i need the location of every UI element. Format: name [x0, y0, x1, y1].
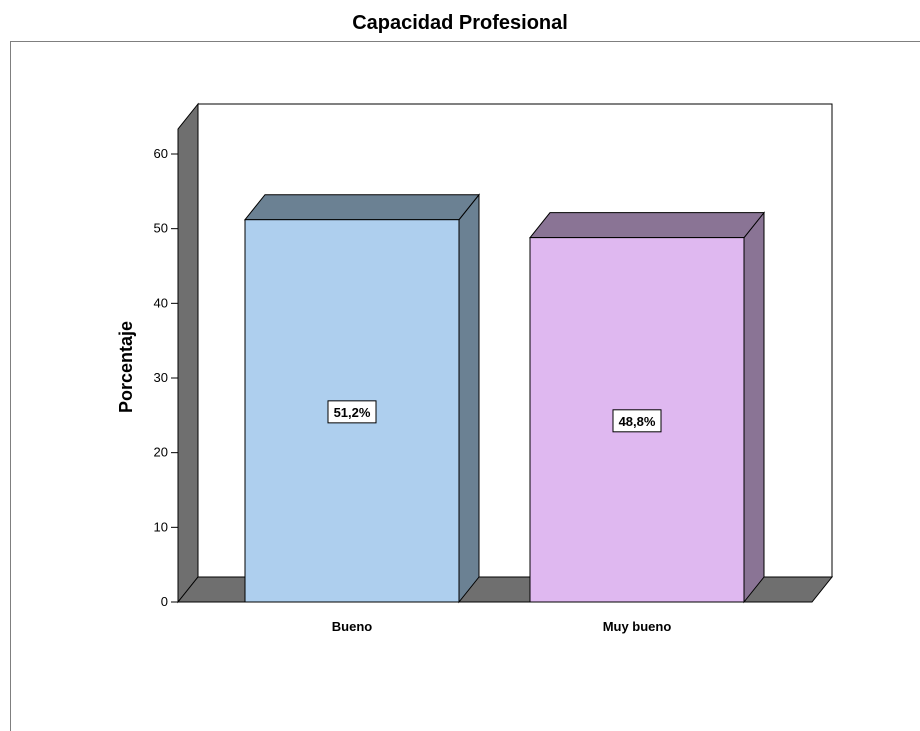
y-axis-ticks: 0 10 20 30 40 50 60 [154, 146, 178, 609]
y-tick-label: 40 [154, 295, 168, 310]
bar-top [243, 194, 481, 221]
y-tick-label: 20 [154, 445, 168, 460]
x-tick-label: Bueno [332, 619, 373, 634]
plot-left-wall [177, 102, 199, 604]
bar-top [528, 212, 766, 239]
x-axis-labels: Bueno Muy bueno [332, 619, 672, 634]
bar: 51,2% [243, 193, 481, 604]
data-label: 48,8% [619, 414, 656, 429]
frame-border-left [10, 41, 11, 731]
data-label-box [327, 400, 377, 424]
x-tick-label: Muy bueno [603, 619, 672, 634]
bar: 48,8% [528, 211, 766, 604]
chart-title: Capacidad Profesional [352, 12, 568, 34]
y-tick-label: 60 [154, 146, 168, 161]
y-tick-label: 10 [154, 519, 168, 534]
bars: 51,2% 48,8% [243, 193, 766, 604]
data-label-box [612, 409, 662, 433]
y-tick-label: 30 [154, 370, 168, 385]
y-tick-label: 0 [161, 594, 168, 609]
data-label: 51,2% [334, 405, 371, 420]
bar-side [458, 193, 480, 604]
frame-border-top [10, 41, 920, 42]
y-axis-label: Porcentaje [116, 321, 136, 413]
y-tick-label: 50 [154, 221, 168, 236]
bar-side [743, 211, 765, 604]
